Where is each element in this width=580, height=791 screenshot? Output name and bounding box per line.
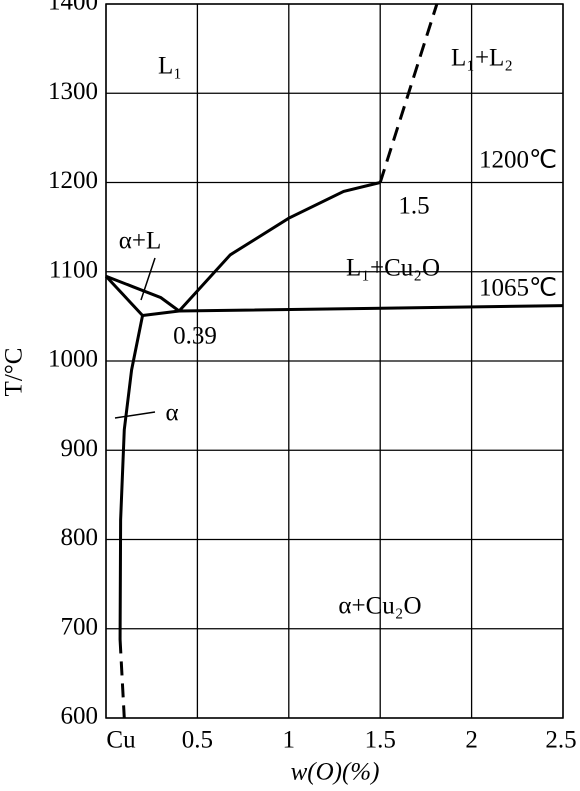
phase-boundary <box>105 274 181 313</box>
y-tick-label: 600 <box>61 703 99 730</box>
leader-line <box>140 257 156 301</box>
region-label: α+L <box>119 228 161 255</box>
x-tick-label: 1.5 <box>365 727 396 754</box>
y-tick-label: 1100 <box>49 256 98 283</box>
region-label: L₁ <box>158 53 182 80</box>
y-tick-label: 900 <box>61 435 99 462</box>
region-label: L₁+L₂ <box>451 45 513 72</box>
x-tick-label: 1 <box>283 727 296 754</box>
y-tick-label: 800 <box>61 524 99 551</box>
phase-boundary <box>118 315 145 640</box>
y-tick-label: 1200 <box>48 167 98 194</box>
x-tick-label: 2 <box>465 727 478 754</box>
y-tick-label: 1000 <box>48 346 98 373</box>
phase-boundary <box>118 639 126 719</box>
y-tick-label: 1400 <box>48 0 98 16</box>
region-label: L₁+Cu₂O <box>346 255 440 282</box>
y-tick-label: 1300 <box>48 78 98 105</box>
y-axis-label: T/°C <box>1 348 28 397</box>
phase-boundary <box>178 181 381 313</box>
x-tick-label: Cu <box>106 727 136 754</box>
region-label: α <box>165 400 178 427</box>
region-label: 1065℃ <box>479 275 557 302</box>
region-label: α+Cu₂O <box>338 593 421 620</box>
x-tick-label: 0.5 <box>182 727 213 754</box>
phase-boundary <box>104 275 144 317</box>
y-tick-label: 700 <box>61 613 99 640</box>
x-tick-label: 2.5 <box>545 727 576 754</box>
phase-boundary <box>378 3 439 183</box>
phase-boundary <box>142 304 564 317</box>
region-label: 1.5 <box>398 193 429 220</box>
leader-line <box>114 411 156 419</box>
x-axis-label: w(O)(%) <box>291 759 380 786</box>
region-label: 1200℃ <box>479 147 557 174</box>
region-label: 0.39 <box>173 323 217 350</box>
